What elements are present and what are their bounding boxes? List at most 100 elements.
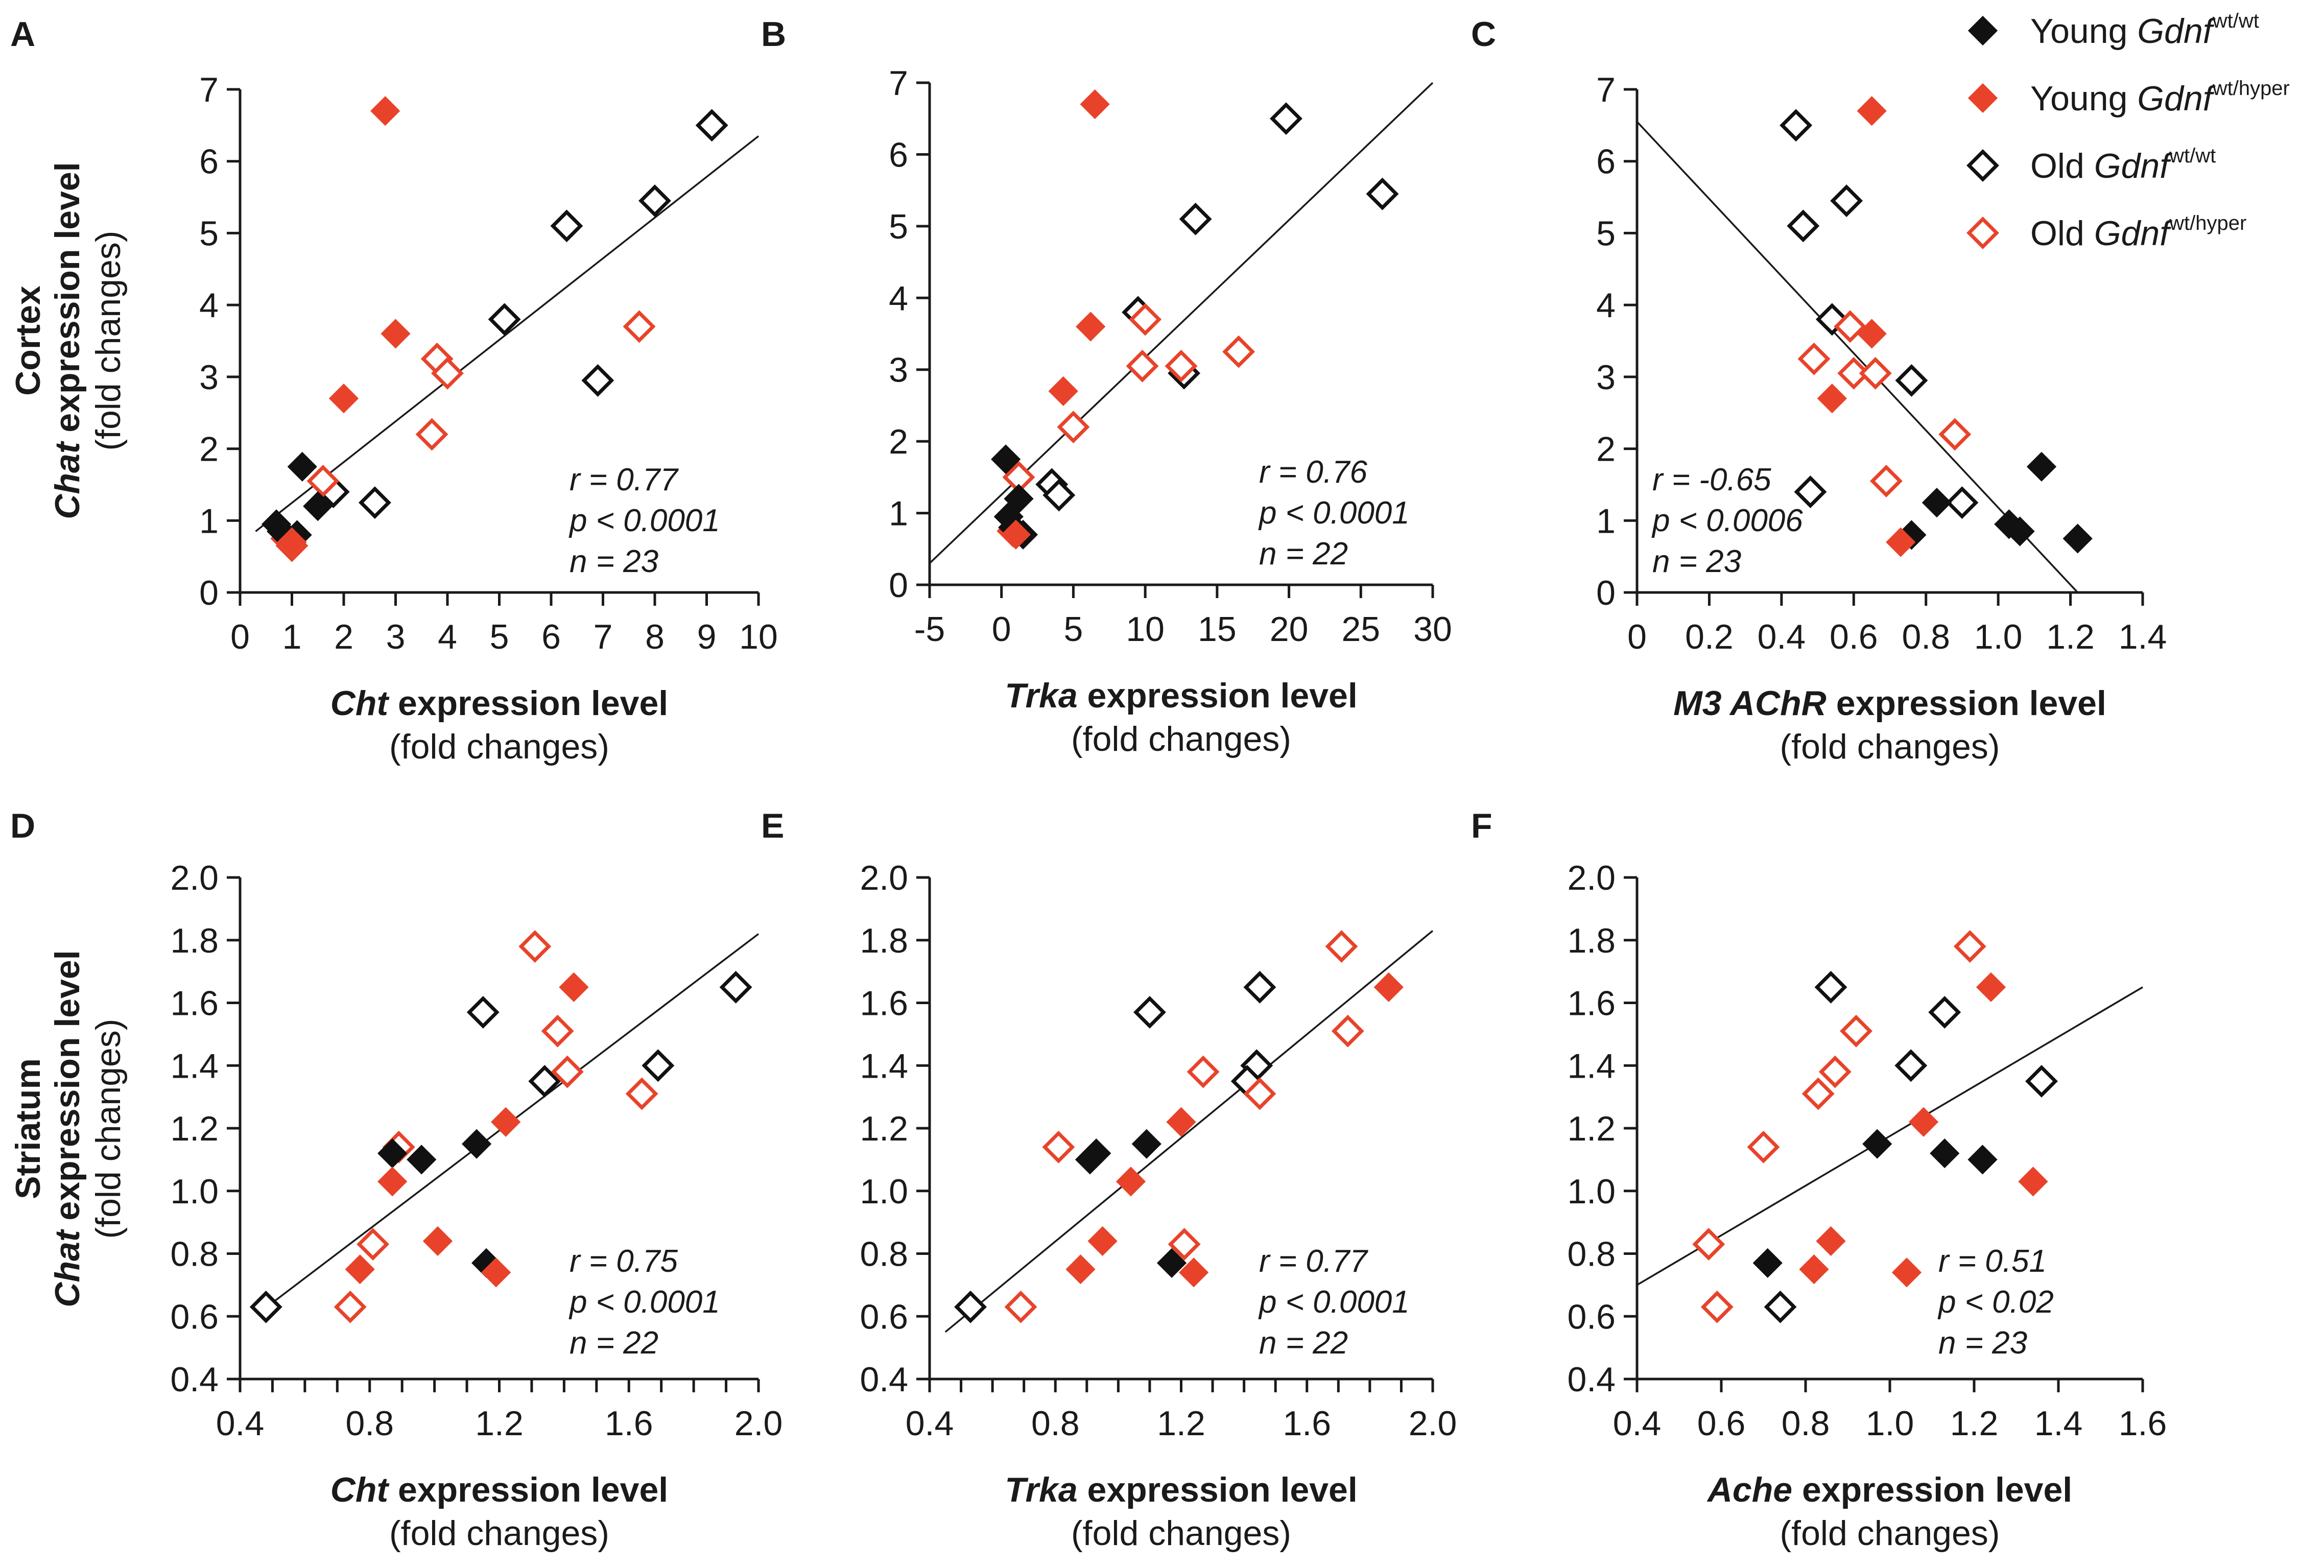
series-yh [1001,89,1110,550]
y-tick-label: 2.0 [860,859,908,897]
y-tick-label: 0.8 [170,1235,219,1274]
stat-line: r = 0.77 [570,462,679,497]
data-point [1133,995,1166,1029]
x-tick-label: 1.2 [1157,1404,1205,1443]
y-tick-label: 0.4 [860,1360,908,1399]
legend-item: Young Gdnfwt/wt [1967,10,2259,51]
data-point [719,970,752,1004]
data-point [1131,1129,1161,1159]
data-point [1938,418,1972,451]
x-tick-label: 1.6 [2119,1404,2167,1443]
data-point [1747,1130,1780,1163]
data-point [1840,1014,1872,1048]
data-point [461,1129,492,1159]
x-tick-label: 1.4 [2034,1404,2083,1443]
stat-line: n = 22 [1259,536,1348,572]
x-tick-label: 0.4 [216,1404,265,1443]
data-point [1042,1130,1075,1163]
x-axis-label: Trka expression level [1005,676,1358,715]
stat-line: p < 0.0001 [1258,1285,1410,1320]
series-yh [1817,96,1916,557]
x-tick-label: 10 [1126,610,1165,649]
data-point [1001,519,1031,550]
data-point [1692,1228,1725,1261]
data-point [328,383,359,414]
data-point [1869,464,1903,497]
data-point [581,364,614,397]
data-point [1004,484,1034,514]
data-point [1087,1226,1118,1256]
data-point [1325,930,1358,963]
data-point [1794,476,1827,508]
series-oh [997,303,1255,548]
data-point [2018,1167,2048,1197]
data-point [518,930,552,963]
regression-line [944,930,1434,1333]
data-point [1857,319,1887,349]
y-tick-label: 1.0 [1567,1172,1616,1211]
x-axis-sublabel: (fold changes) [1071,1514,1291,1553]
y-tick-label: 0.8 [860,1235,908,1274]
x-axis-sublabel: (fold changes) [1780,727,2000,766]
y-tick-label: 6 [1596,142,1616,181]
x-axis-label: Trka expression level [1005,1470,1358,1509]
data-point [541,1014,574,1048]
x-tick-label: 1 [282,617,302,656]
series-ow [1035,102,1399,512]
panel-letter: E [761,806,784,845]
x-tick-label: 5 [1064,610,1083,649]
y-tick-label: 1.2 [170,1109,219,1148]
panel-letter: B [761,15,786,54]
y-tick-label: 1.4 [1567,1047,1616,1085]
stat-line: r = 0.75 [570,1244,678,1279]
x-tick-label: 20 [1270,610,1309,649]
data-point [1129,303,1162,336]
series-yw [1075,1129,1187,1278]
data-point [1065,1254,1096,1285]
data-point [2026,452,2057,482]
stat-line: n = 22 [1259,1325,1348,1361]
data-point [1004,1290,1037,1323]
y-tick-label: 0.6 [1567,1297,1616,1336]
stat-line: r = 0.76 [1259,455,1367,490]
x-tick-label: 0.8 [1902,617,1950,656]
x-tick-label: 8 [645,617,665,656]
y-tick-label: 2.0 [170,859,219,897]
x-tick-label: 0.4 [1758,617,1806,656]
panel-d: D 0.4 0.6 0.8 1.0 1.2 1.4 1.6 1.8 2.0 0.4 0.8 1.2 1.6… [10,806,782,1553]
data-point [303,491,333,521]
y-tick-label: 7 [199,70,219,109]
x-tick-label: 7 [594,617,613,656]
panel-letter: C [1471,15,1496,54]
series-oh [1692,930,1986,1323]
data-point [550,209,583,243]
data-point [1894,1049,1928,1082]
panel-f: F 0.4 0.6 0.8 1.0 1.2 1.4 1.6 1.8 2.0 0.4 0.6 0.8 1.0… [1471,806,2167,1553]
x-tick-label: -5 [914,610,945,649]
data-point [1366,177,1399,210]
y-tick-label: 5 [889,207,908,246]
data-point [1057,411,1090,444]
x-tick-label: 2.0 [1409,1404,1457,1443]
data-point [1922,487,1952,518]
y-tick-label: 2 [889,422,908,461]
x-tick-label: 9 [697,617,717,656]
data-point [1764,1290,1797,1323]
data-point [1179,202,1212,235]
data-point [559,972,589,1002]
x-tick-label: 30 [1413,610,1452,649]
y-tick-label: 1.0 [170,1172,219,1211]
data-point [249,1290,282,1323]
y-tick-label: 7 [889,64,908,103]
y-tick-label: 1 [199,502,219,540]
y-tick-label: 6 [199,142,219,181]
data-point [1166,1107,1196,1137]
legend: Young Gdnfwt/wt Young Gdnfwt/hyper Old Gdn… [1966,10,2290,253]
panel-c: C 0 1 2 3 4 5 6 7 0 0.2 0.4 0.6 0.8 1.0 1.2 1.4 r = -0.65… [1471,15,2167,766]
series-ow [1780,109,1979,519]
panel-letter: F [1471,806,1492,845]
data-point [1817,383,1847,414]
data-point [1930,1138,1960,1169]
